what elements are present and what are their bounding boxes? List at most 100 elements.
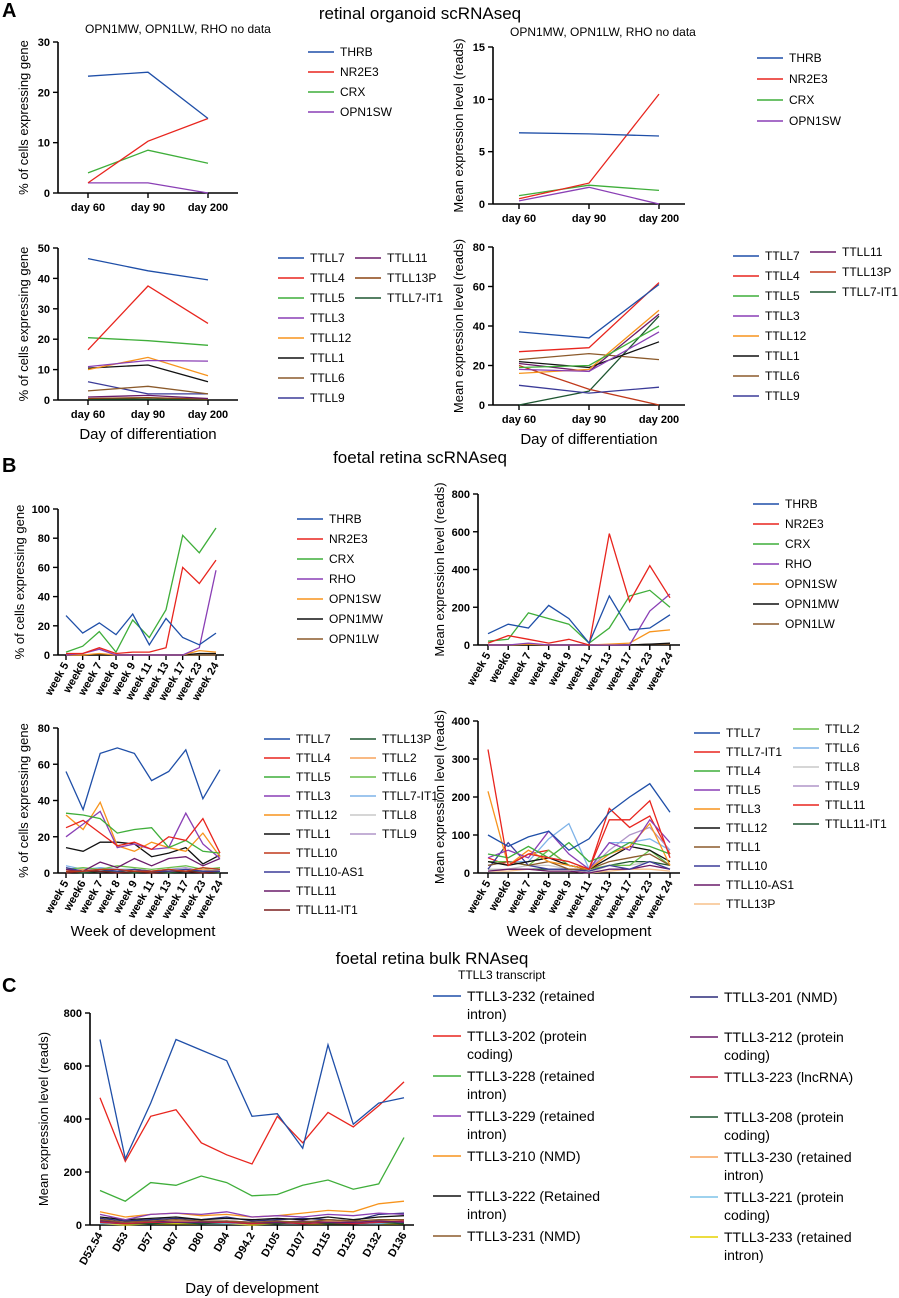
series-line-opn1sw (88, 182, 209, 194)
legend-item: TTLL3-222 (Retained intron) (433, 1188, 600, 1222)
legend-label: TTLL4 (310, 271, 345, 285)
legend-label: TTLL11-IT1 (296, 903, 358, 917)
legend-label: TTLL7 (726, 726, 761, 740)
legend-label: TTLL13P (382, 732, 431, 746)
legend-label: THRB (340, 45, 373, 59)
legend-item: NR2E3 (297, 532, 368, 546)
x-tick-label: D105 (259, 1231, 283, 1260)
series-line-rho (488, 593, 671, 646)
y-tick-label: 0 (479, 199, 485, 211)
legend-label: TTLL13P (387, 271, 436, 285)
legend-item: TTLL12 (733, 329, 807, 343)
series-line-ttll11 (65, 856, 221, 872)
legend-label: TTLL3 (310, 311, 345, 325)
legend-item: TTLL7-IT1 (355, 291, 443, 305)
legend-item: TTLL5 (278, 291, 345, 305)
x-tick-label: day 90 (572, 414, 606, 426)
y-tick-label: 800 (452, 489, 470, 501)
legend-label: TTLL3-233 (retained intron) (724, 1229, 852, 1263)
legend-item: TTLL3-202 (protein coding) (433, 1028, 587, 1062)
series-line-ttll3-231-nmd- (99, 1219, 404, 1223)
legend-item: TTLL4 (278, 271, 345, 285)
legend-label: TTLL3-228 (retained intron) (467, 1068, 595, 1102)
y-tick-label: 0 (479, 400, 485, 412)
x-axis-label: Week of development (507, 923, 653, 940)
legend-item: TTLL10 (694, 859, 768, 873)
series-line-ttll5 (87, 337, 209, 346)
legend-label: OPN1SW (329, 592, 382, 606)
y-tick-label: 60 (38, 759, 50, 771)
chart-a3: 0 10 20 30 40 50 day 60 day 90 day 200 % of cells… (16, 243, 443, 443)
series-line-ttll3-229-retained-intron- (99, 1211, 405, 1221)
series-line-ttll3 (87, 359, 209, 368)
y-tick-label: 40 (38, 592, 50, 604)
legend-item: TTLL11 (355, 251, 428, 265)
legend-item: RHO (297, 572, 356, 586)
series-line-ttll7 (87, 257, 209, 281)
series-line-ttll1 (65, 841, 221, 865)
legend-label: TTLL10 (296, 846, 338, 860)
y-tick-label: 0 (44, 650, 50, 662)
legend-item: TTLL8 (793, 760, 860, 774)
legend-item: CRX (308, 85, 365, 99)
legend-label: TTLL12 (726, 821, 768, 835)
legend-label: TTLL3-223 (lncRNA) (724, 1069, 853, 1085)
legend-item: TTLL2 (793, 722, 860, 736)
legend-item: TTLL3-231 (NMD) (433, 1228, 581, 1244)
legend-item: TTLL12 (264, 808, 338, 822)
legend-label: THRB (789, 51, 822, 65)
legend-item: TTLL4 (264, 751, 331, 765)
y-tick-label: 80 (473, 242, 485, 254)
legend-label: TTLL6 (382, 770, 417, 784)
legend-item: TTLL4 (733, 269, 800, 283)
legend-item: TTLL7 (278, 251, 345, 265)
legend-item: TTLL5 (264, 770, 331, 784)
legend-label: RHO (785, 557, 812, 571)
legend-item: TTLL7-IT1 (810, 285, 898, 299)
x-tick-label: day 60 (502, 213, 536, 225)
y-tick-label: 30 (38, 304, 50, 316)
legend-item: OPN1SW (753, 577, 838, 591)
y-tick-label: 600 (64, 1061, 82, 1073)
legend-label: TTLL10 (726, 859, 768, 873)
legend-item: TTLL12 (278, 331, 352, 345)
y-tick-label: 20 (38, 334, 50, 346)
legend-label: TTLL3 (296, 789, 331, 803)
series-line-thrb (87, 71, 209, 120)
series-line-thrb (65, 612, 217, 647)
x-axis-label: Day of differentiation (79, 426, 216, 443)
legend-label: TTLL5 (296, 770, 331, 784)
x-tick-label: D115 (310, 1231, 333, 1259)
legend-item: TTLL13P (810, 265, 891, 279)
legend-label: OPN1LW (785, 617, 835, 631)
y-tick-label: 400 (452, 716, 470, 728)
y-tick-label: 40 (473, 321, 485, 333)
legend-label: OPN1SW (785, 577, 838, 591)
legend-item: TTLL7 (694, 726, 761, 740)
legend-item: TTLL4 (694, 764, 761, 778)
series-line-ttll8 (488, 860, 671, 874)
legend-label: TTLL13P (726, 897, 775, 911)
legend-item: TTLL3-201 (NMD) (690, 989, 838, 1005)
y-tick-label: 10 (473, 94, 485, 106)
legend-label: TTLL7-IT1 (387, 291, 443, 305)
series-line-ttll4 (65, 817, 221, 854)
legend-label: TTLL11-IT1 (825, 817, 887, 831)
legend-item: RHO (753, 557, 812, 571)
series-line-ttll5 (65, 812, 221, 854)
legend-item: TTLL7 (733, 249, 800, 263)
legend-item: TTLL3-210 (NMD) (433, 1148, 581, 1164)
x-tick-label: day 90 (131, 202, 165, 214)
legend-item: TTLL7 (264, 732, 331, 746)
legend-label: NR2E3 (789, 72, 828, 86)
y-tick-label: 10 (38, 138, 50, 150)
legend-label: NR2E3 (329, 532, 368, 546)
legend-label: TTLL3-208 (protein coding) (724, 1109, 844, 1143)
x-tick-label: D125 (335, 1231, 359, 1260)
series-line-ttll7 (65, 747, 221, 812)
series-line-ttll12 (518, 309, 660, 375)
legend-label: THRB (329, 512, 362, 526)
legend-label: TTLL11 (387, 251, 428, 265)
